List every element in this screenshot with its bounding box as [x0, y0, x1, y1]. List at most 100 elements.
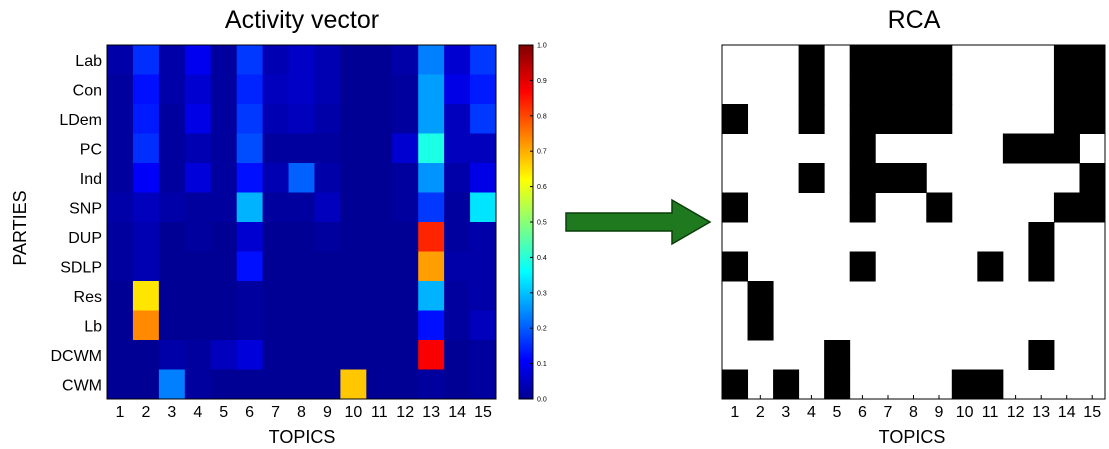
heatmap-cell	[418, 45, 445, 75]
y-tick-label: DUP	[68, 230, 102, 247]
y-tick-label: Ind	[80, 171, 102, 188]
heatmap-cell	[314, 340, 341, 370]
heatmap-cell	[418, 310, 445, 341]
rca-cell	[722, 251, 749, 282]
colorbar-tick-label: 0.7	[537, 149, 547, 156]
rca-title: RCA	[888, 6, 941, 34]
heatmap-cell	[158, 340, 186, 370]
heatmap-cell	[184, 369, 212, 400]
rca-chart: RCA TOPICS 1 2 3 4 5 6 7 8 9 10 11 12 13 14 15	[721, 6, 1106, 447]
heatmap-cell	[470, 45, 497, 75]
heatmap-cell	[210, 104, 238, 134]
heatmap-cell	[107, 133, 134, 164]
rca-cell	[1028, 340, 1055, 370]
heatmap-cell	[107, 192, 134, 223]
heatmap-cell	[107, 310, 134, 341]
heatmap-cell	[184, 163, 212, 193]
heatmap-cell	[392, 74, 419, 105]
rca-cell	[1079, 74, 1106, 105]
x-tick-label: 3	[781, 404, 790, 421]
heatmap-cell	[132, 104, 160, 134]
colorbar-tick-label: 0.1	[537, 361, 547, 368]
y-tick-label: PC	[80, 141, 102, 158]
x-tick-label: 14	[448, 404, 466, 421]
rca-cell	[1028, 222, 1055, 252]
heatmap-cell	[236, 251, 264, 282]
rca-cell	[722, 104, 749, 134]
heatmap-cell	[314, 369, 341, 400]
heatmap-cell	[366, 192, 393, 223]
heatmap-cell	[107, 74, 134, 105]
x-tick-label: 5	[219, 404, 228, 421]
y-tick-label: CWM	[62, 377, 102, 394]
heatmap-cell	[210, 251, 238, 282]
heatmap-cell	[314, 251, 341, 282]
heatmap-cell	[262, 340, 290, 370]
heatmap-cell	[158, 74, 186, 105]
heatmap-cell	[262, 45, 290, 75]
rca-cell	[773, 369, 800, 400]
rca-cell	[875, 163, 902, 193]
heatmap-cell	[107, 45, 134, 75]
rca-cell	[1053, 192, 1080, 223]
x-tick-label: 8	[297, 404, 306, 421]
x-tick-label: 15	[474, 404, 492, 421]
heatmap-cell	[184, 74, 212, 105]
rca-cell	[824, 369, 851, 400]
heatmap-cell	[392, 310, 419, 341]
rca-cell	[798, 74, 825, 105]
heatmap-cell	[132, 340, 160, 370]
y-tick-label: DCWM	[50, 348, 102, 365]
x-tick-label: 11	[371, 404, 388, 421]
heatmap-cell	[314, 310, 341, 341]
rca-cell	[977, 251, 1004, 282]
heatmap-cell	[470, 133, 497, 164]
heatmap-cell	[314, 281, 341, 311]
heatmap-cell	[262, 222, 290, 252]
activity-ylabel: PARTIES	[10, 190, 30, 265]
heatmap-cell	[132, 369, 160, 400]
heatmap-cell	[158, 192, 186, 223]
heatmap-cell	[314, 45, 341, 75]
heatmap-cell	[392, 281, 419, 311]
heatmap-cell	[392, 369, 419, 400]
heatmap-cell	[470, 340, 497, 370]
y-tick-label: Res	[74, 289, 102, 306]
heatmap-cell	[107, 281, 134, 311]
colorbar-tick-label: 1.0	[537, 43, 547, 50]
heatmap-cell	[340, 251, 367, 282]
heatmap-cell	[340, 222, 367, 252]
rca-cell	[900, 163, 927, 193]
colorbar-tick-label: 0.6	[537, 184, 547, 191]
rca-x-tick-labels: 1 2 3 4 5 6 7 8 9 10 11 12 13 14 15	[730, 395, 1101, 421]
rca-cell	[875, 74, 902, 105]
x-tick-label: 2	[756, 404, 765, 421]
colorbar-tick-label: 0.3	[537, 290, 547, 297]
heatmap-cell	[184, 192, 212, 223]
heatmap-cell	[470, 74, 497, 105]
heatmap-cell	[340, 104, 367, 134]
y-tick-label: SNP	[69, 200, 102, 217]
heatmap-cell	[366, 163, 393, 193]
heatmap-cell	[288, 222, 315, 252]
heatmap-cell	[107, 104, 134, 134]
heatmap-cell	[340, 74, 367, 105]
heatmap-cell	[366, 310, 393, 341]
x-tick-label: 4	[807, 404, 816, 421]
x-tick-label: 1	[116, 404, 125, 421]
heatmap-cell	[366, 281, 393, 311]
colorbar-ticks: 0.0 0.1 0.2 0.3 0.4 0.5 0.6 0.7 0.8 0.9 1.0	[530, 43, 547, 404]
heatmap-cell	[158, 163, 186, 193]
heatmap-cell	[158, 310, 186, 341]
heatmap-cell	[470, 251, 497, 282]
heatmap-cell	[470, 163, 497, 193]
heatmap-cell	[236, 369, 264, 400]
heatmap-cell	[418, 251, 445, 282]
heatmap-cell	[288, 163, 315, 193]
rca-cell	[1053, 133, 1080, 164]
rca-cell	[1079, 163, 1106, 193]
heatmap-cell	[366, 45, 393, 75]
heatmap-cell	[340, 45, 367, 75]
heatmap-cell	[210, 163, 238, 193]
